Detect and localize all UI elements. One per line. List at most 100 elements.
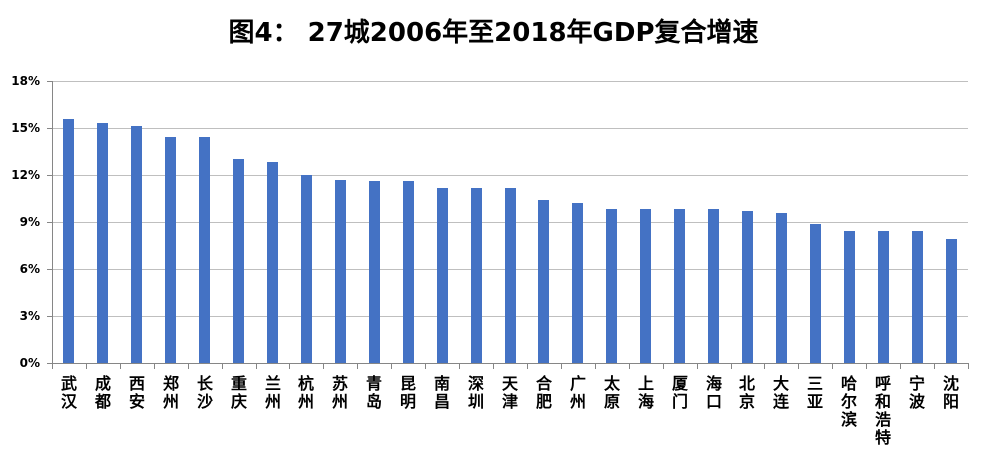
x-tick-label: 西安 <box>128 374 145 411</box>
bar <box>301 175 312 363</box>
x-tick-mark <box>391 363 392 369</box>
x-tick-label: 杭州 <box>297 374 314 411</box>
bar <box>437 188 448 363</box>
x-tick-mark <box>289 363 290 369</box>
x-tick-mark <box>798 363 799 369</box>
bar <box>233 159 244 363</box>
x-tick-label: 青岛 <box>365 374 382 411</box>
x-tick-mark <box>866 363 867 369</box>
x-tick-label: 成都 <box>94 374 111 411</box>
bar <box>505 188 516 363</box>
y-tick-mark <box>47 175 52 176</box>
x-tick-mark <box>459 363 460 369</box>
y-tick-mark <box>47 316 52 317</box>
x-tick-mark <box>357 363 358 369</box>
bar <box>572 203 583 363</box>
gridline <box>52 175 968 176</box>
bar <box>267 162 278 363</box>
x-tick-label: 重庆 <box>230 374 247 411</box>
x-tick-mark <box>52 363 53 369</box>
x-tick-mark <box>86 363 87 369</box>
x-tick-mark <box>222 363 223 369</box>
x-tick-label: 三亚 <box>806 374 823 411</box>
bar <box>674 209 685 363</box>
y-tick-mark <box>47 222 52 223</box>
x-tick-mark <box>120 363 121 369</box>
x-tick-label: 合肥 <box>535 374 552 411</box>
x-tick-label: 武汉 <box>60 374 77 411</box>
x-tick-label: 北京 <box>738 374 755 411</box>
bar <box>199 137 210 363</box>
x-tick-mark <box>764 363 765 369</box>
x-tick-mark <box>154 363 155 369</box>
y-tick-label: 15% <box>11 121 40 135</box>
gridline <box>52 128 968 129</box>
bar <box>131 126 142 363</box>
y-tick-mark <box>47 269 52 270</box>
bar <box>912 231 923 363</box>
y-tick-label: 6% <box>19 262 40 276</box>
x-tick-label: 哈尔滨 <box>840 374 857 429</box>
x-tick-label: 上海 <box>637 374 654 411</box>
x-tick-mark <box>832 363 833 369</box>
bar <box>878 231 889 363</box>
x-tick-mark <box>731 363 732 369</box>
x-tick-label: 苏州 <box>331 374 348 411</box>
x-tick-label: 呼和浩特 <box>874 374 891 447</box>
bar <box>640 209 651 363</box>
y-tick-label: 3% <box>19 309 40 323</box>
chart-title: 图4： 27城2006年至2018年GDP复合增速 <box>228 18 759 48</box>
x-tick-label: 宁波 <box>908 374 925 411</box>
x-tick-label: 深圳 <box>467 374 484 411</box>
bar <box>369 181 380 363</box>
x-tick-label: 长沙 <box>196 374 213 411</box>
bar <box>97 123 108 363</box>
bar <box>335 180 346 363</box>
x-tick-mark <box>323 363 324 369</box>
x-tick-label: 广州 <box>569 374 586 411</box>
x-tick-mark <box>425 363 426 369</box>
x-tick-label: 太原 <box>603 374 620 411</box>
x-tick-label: 沈阳 <box>942 374 959 411</box>
x-tick-mark <box>629 363 630 369</box>
y-tick-mark <box>47 363 52 364</box>
y-axis <box>52 81 53 364</box>
bar <box>844 231 855 363</box>
x-tick-mark <box>934 363 935 369</box>
x-tick-mark <box>697 363 698 369</box>
bar <box>810 224 821 363</box>
y-tick-label: 9% <box>19 215 40 229</box>
bar <box>538 200 549 363</box>
x-tick-label: 天津 <box>501 374 518 411</box>
x-tick-mark <box>900 363 901 369</box>
bar <box>165 137 176 363</box>
x-tick-label: 厦门 <box>671 374 688 411</box>
x-tick-mark <box>968 363 969 369</box>
x-tick-label: 南昌 <box>433 374 450 411</box>
bar <box>708 209 719 363</box>
x-tick-mark <box>595 363 596 369</box>
x-tick-mark <box>663 363 664 369</box>
bar <box>946 239 957 363</box>
bar <box>776 213 787 363</box>
x-tick-mark <box>256 363 257 369</box>
y-tick-label: 12% <box>11 168 40 182</box>
x-axis <box>52 363 968 364</box>
bar <box>742 211 753 363</box>
y-tick-mark <box>47 81 52 82</box>
x-tick-mark <box>188 363 189 369</box>
x-tick-label: 海口 <box>705 374 722 411</box>
x-tick-mark <box>527 363 528 369</box>
y-tick-label: 18% <box>11 74 40 88</box>
bar <box>63 119 74 363</box>
x-tick-label: 昆明 <box>399 374 416 411</box>
gridline <box>52 81 968 82</box>
y-tick-label: 0% <box>19 356 40 370</box>
bar <box>403 181 414 363</box>
x-tick-label: 郑州 <box>162 374 179 411</box>
bar <box>606 209 617 363</box>
x-tick-mark <box>493 363 494 369</box>
x-tick-label: 兰州 <box>264 374 281 411</box>
x-tick-mark <box>561 363 562 369</box>
x-tick-label: 大连 <box>772 374 789 411</box>
